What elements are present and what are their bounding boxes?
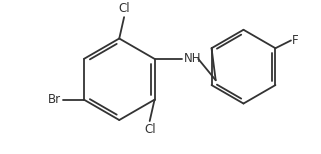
Text: Cl: Cl — [118, 2, 130, 15]
Text: F: F — [292, 34, 299, 47]
Text: Br: Br — [48, 93, 61, 106]
Text: Cl: Cl — [144, 123, 155, 136]
Text: NH: NH — [184, 52, 201, 65]
